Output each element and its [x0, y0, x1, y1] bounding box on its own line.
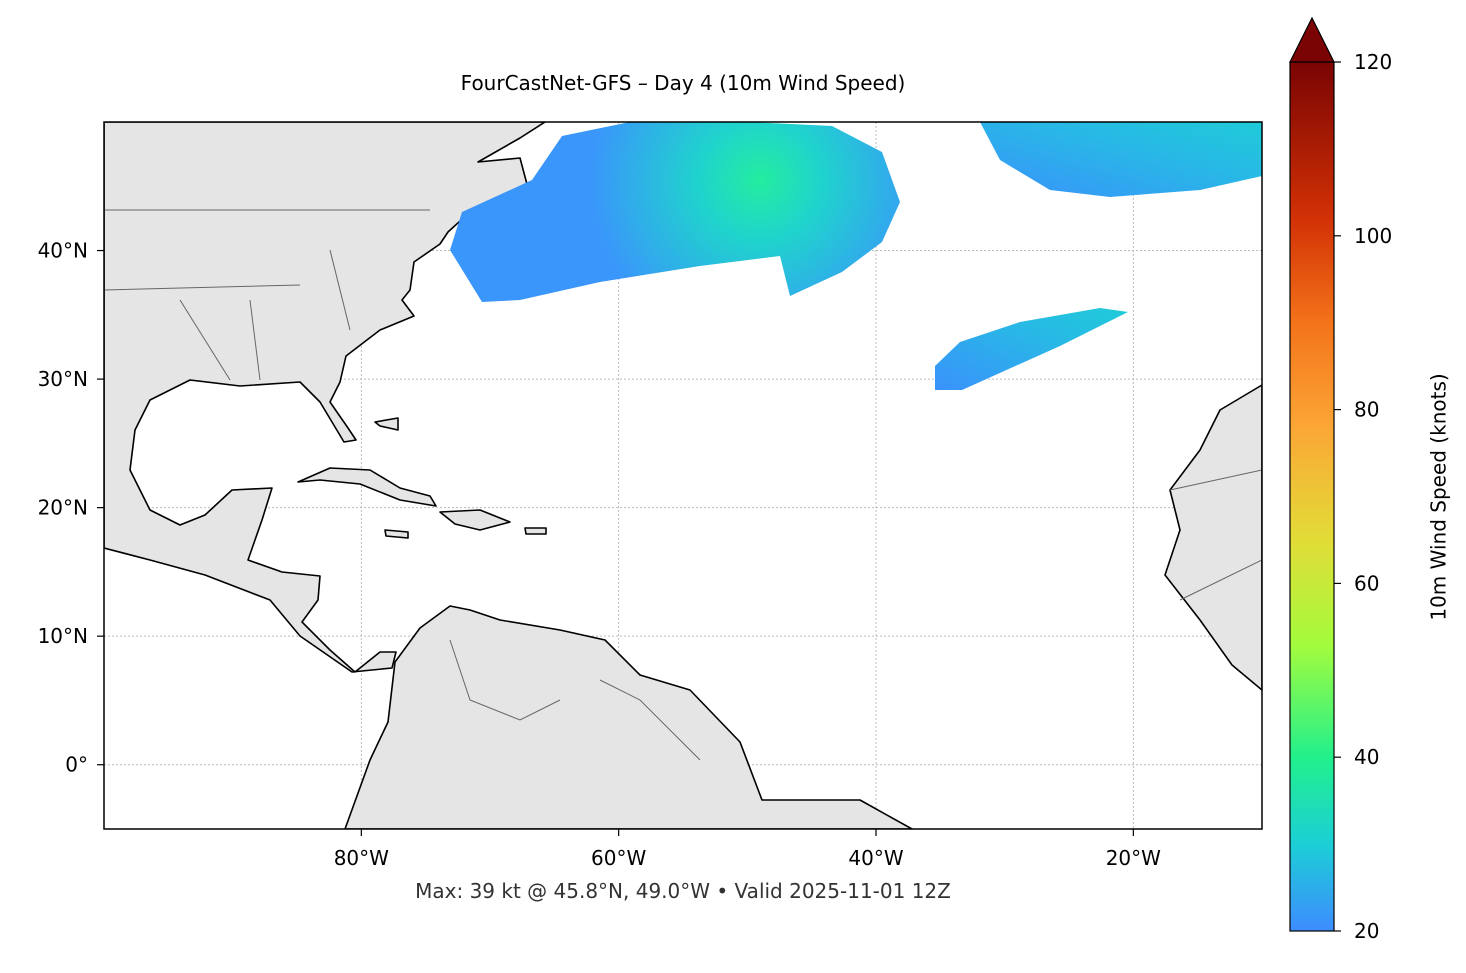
wind-region: [450, 122, 900, 302]
land: [374, 417, 399, 431]
x-tick-label: 80°W: [334, 846, 389, 870]
land: [1164, 384, 1262, 691]
axes: 80°W 60°W 40°W 20°W 0° 10°N 20°N 30°N 40°N: [38, 239, 1162, 870]
colorbar-tick-label: 20: [1354, 919, 1379, 943]
y-tick-label: 30°N: [38, 367, 88, 391]
footnote: Max: 39 kt @ 45.8°N, 49.0°W • Valid 2025…: [415, 879, 951, 903]
wind-field: [450, 122, 1262, 390]
colorbar-tick-label: 80: [1354, 398, 1379, 422]
wind-region: [980, 122, 1262, 197]
land: [439, 509, 511, 531]
land: [344, 605, 913, 829]
colorbar-label: 10m Wind Speed (knots): [1427, 373, 1451, 620]
plot-frame: [103, 121, 1263, 830]
land: [384, 529, 409, 539]
land: [104, 122, 546, 673]
x-tick-label: 20°W: [1106, 846, 1161, 870]
y-tick-label: 40°N: [38, 239, 88, 263]
colorbar-tick-label: 40: [1354, 745, 1379, 769]
colorbar-extend: [1289, 16, 1335, 63]
land: [524, 527, 547, 535]
chart-title: FourCastNet-GFS – Day 4 (10m Wind Speed): [461, 71, 906, 95]
x-tick-label: 60°W: [591, 846, 646, 870]
colorbar-tick-label: 60: [1354, 571, 1379, 595]
wind-region: [935, 308, 1128, 390]
x-tick-label: 40°W: [848, 846, 903, 870]
y-tick-label: 0°: [65, 753, 88, 777]
border: [104, 209, 1262, 761]
colorbar: 10m Wind Speed (knots) 20 40 60 80 100 120: [1289, 16, 1451, 943]
colorbar-tick-label: 100: [1354, 224, 1392, 248]
land: [297, 467, 437, 507]
colorbar-bar: [1289, 61, 1335, 932]
colorbar-tick-label: 120: [1354, 50, 1392, 74]
y-tick-label: 10°N: [38, 624, 88, 648]
y-tick-label: 20°N: [38, 496, 88, 520]
